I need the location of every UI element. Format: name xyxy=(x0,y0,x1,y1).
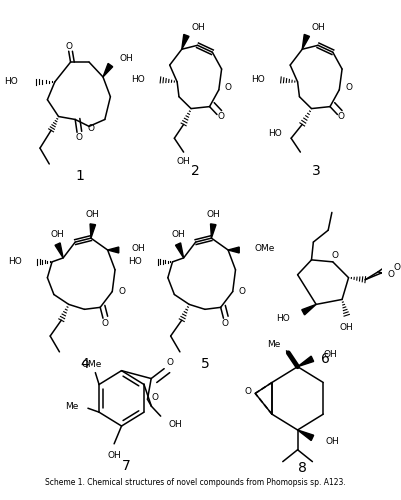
Text: OH: OH xyxy=(324,350,337,360)
Text: O: O xyxy=(75,133,82,142)
Text: O: O xyxy=(393,264,400,272)
Text: OH: OH xyxy=(340,322,354,332)
Text: Me: Me xyxy=(65,402,79,410)
Polygon shape xyxy=(55,243,63,258)
Text: OMe: OMe xyxy=(254,244,274,252)
Text: OH: OH xyxy=(171,230,185,238)
Text: O: O xyxy=(118,287,125,296)
Text: OH: OH xyxy=(312,23,325,32)
Polygon shape xyxy=(228,247,239,253)
Text: 3: 3 xyxy=(312,164,320,178)
Text: 7: 7 xyxy=(122,458,131,472)
Text: O: O xyxy=(239,287,245,296)
Text: O: O xyxy=(217,112,224,121)
Text: HO: HO xyxy=(128,258,142,266)
Text: OH: OH xyxy=(86,210,100,219)
Text: O: O xyxy=(222,318,229,328)
Text: O: O xyxy=(345,84,352,92)
Text: 8: 8 xyxy=(298,460,307,474)
Polygon shape xyxy=(211,224,216,238)
Polygon shape xyxy=(103,64,113,77)
Text: HO: HO xyxy=(268,129,282,138)
Text: OH: OH xyxy=(132,244,146,252)
Text: OH: OH xyxy=(191,23,205,32)
Text: OH: OH xyxy=(119,54,134,62)
Text: O: O xyxy=(152,393,158,402)
Text: OH: OH xyxy=(168,420,182,428)
Polygon shape xyxy=(302,34,310,50)
Text: OH: OH xyxy=(177,158,190,166)
Text: HO: HO xyxy=(8,258,21,266)
Text: 1: 1 xyxy=(75,169,84,183)
Text: O: O xyxy=(338,112,344,121)
Polygon shape xyxy=(107,247,119,253)
Polygon shape xyxy=(302,304,316,315)
Text: HO: HO xyxy=(251,76,265,84)
Text: 2: 2 xyxy=(191,164,200,178)
Text: O: O xyxy=(65,42,72,51)
Text: Scheme 1. Chemical structures of novel compounds from Phomopsis sp. A123.: Scheme 1. Chemical structures of novel c… xyxy=(45,478,346,488)
Text: O: O xyxy=(388,270,395,279)
Polygon shape xyxy=(298,356,314,366)
Text: O: O xyxy=(87,124,95,133)
Polygon shape xyxy=(298,430,314,440)
Text: HO: HO xyxy=(4,78,18,86)
Text: Me: Me xyxy=(267,340,281,349)
Text: OH: OH xyxy=(325,438,339,446)
Polygon shape xyxy=(182,34,189,50)
Polygon shape xyxy=(90,224,95,238)
Text: HO: HO xyxy=(131,76,145,84)
Text: O: O xyxy=(225,84,232,92)
Text: OH: OH xyxy=(107,451,121,460)
Text: 5: 5 xyxy=(200,356,209,370)
Text: O: O xyxy=(331,252,338,260)
Text: OMe: OMe xyxy=(81,360,102,369)
Text: OH: OH xyxy=(51,230,65,238)
Text: 6: 6 xyxy=(321,352,330,366)
Text: 4: 4 xyxy=(80,356,89,370)
Text: O: O xyxy=(101,318,108,328)
Text: O: O xyxy=(166,358,173,367)
Text: OH: OH xyxy=(207,210,220,219)
Polygon shape xyxy=(176,243,184,258)
Text: O: O xyxy=(244,387,251,396)
Text: HO: HO xyxy=(276,314,290,322)
